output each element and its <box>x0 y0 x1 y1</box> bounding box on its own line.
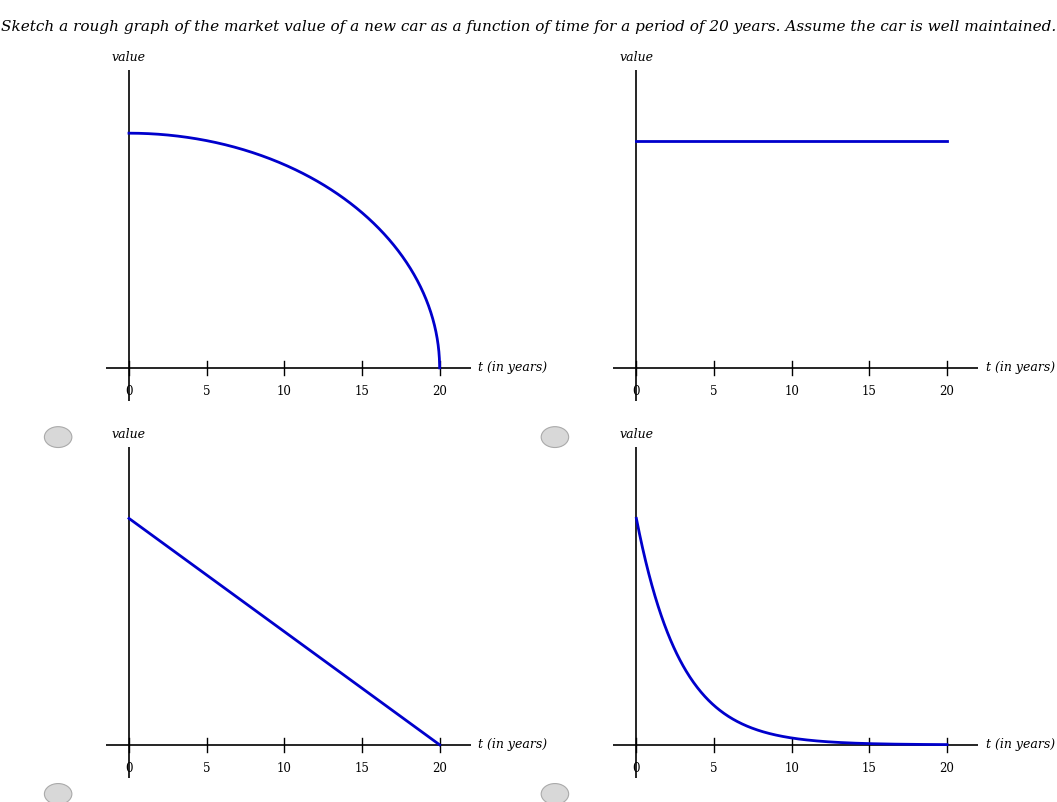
Text: 0: 0 <box>125 762 133 775</box>
Text: 5: 5 <box>203 385 210 398</box>
Text: 5: 5 <box>203 762 210 775</box>
Text: 0: 0 <box>632 762 641 775</box>
Text: 15: 15 <box>354 385 369 398</box>
Text: t (in years): t (in years) <box>479 362 548 375</box>
Text: 15: 15 <box>861 762 876 775</box>
Text: 10: 10 <box>277 762 292 775</box>
Text: 15: 15 <box>861 385 876 398</box>
Text: 0: 0 <box>632 385 641 398</box>
Text: value: value <box>112 428 146 441</box>
Text: value: value <box>619 51 653 64</box>
Text: 10: 10 <box>277 385 292 398</box>
Text: 5: 5 <box>710 762 718 775</box>
Text: 10: 10 <box>784 385 799 398</box>
Text: 20: 20 <box>940 762 954 775</box>
Text: 10: 10 <box>784 762 799 775</box>
Text: 15: 15 <box>354 762 369 775</box>
Text: 0: 0 <box>125 385 133 398</box>
Text: t (in years): t (in years) <box>986 362 1055 375</box>
Text: t (in years): t (in years) <box>479 739 548 751</box>
Text: 20: 20 <box>432 762 447 775</box>
Text: t (in years): t (in years) <box>986 739 1055 751</box>
Text: Sketch a rough graph of the market value of a new car as a function of time for : Sketch a rough graph of the market value… <box>1 20 1056 34</box>
Text: 20: 20 <box>940 385 954 398</box>
Text: value: value <box>619 428 653 441</box>
Text: 20: 20 <box>432 385 447 398</box>
Text: 5: 5 <box>710 385 718 398</box>
Text: value: value <box>112 51 146 64</box>
